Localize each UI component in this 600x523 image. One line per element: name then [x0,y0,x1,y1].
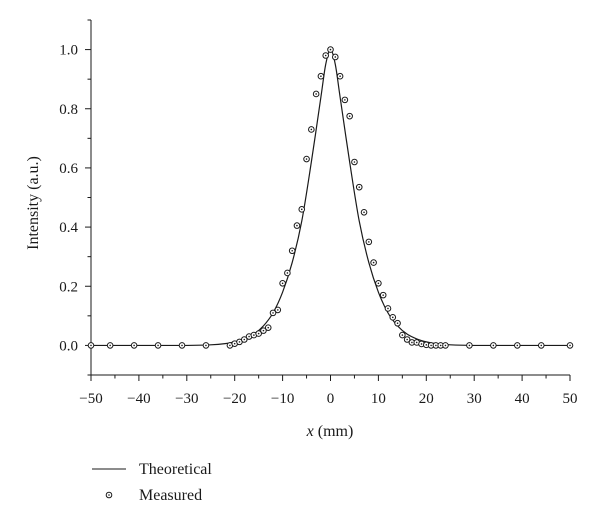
measured-point [566,342,574,349]
x-tick-label: 0 [327,391,335,407]
measured-point [355,183,363,191]
measured-point [375,279,382,287]
y-tick-label: 0.2 [59,279,78,295]
measured-point [284,269,291,277]
measured-point [537,342,545,349]
measured-point [351,158,358,166]
legend: Theoretical Measured [92,461,212,504]
x-tick-label: 20 [419,391,434,407]
x-axis-variable: x [306,423,314,440]
measured-point [370,259,377,266]
x-tick-label: −40 [127,391,150,407]
measured-point [255,330,262,337]
x-tick-label: −50 [79,391,102,407]
measured-point [346,112,353,120]
measured-point [389,314,397,321]
measured-point [490,342,497,349]
x-tick-label: −20 [223,391,246,407]
x-axis-label: x (mm) [306,423,354,440]
measured-point [269,309,277,317]
measured-point [442,342,449,349]
plot-area [87,46,574,349]
x-tick-label: 50 [563,391,578,407]
measured-point [336,72,344,80]
y-tick-label: 0.8 [59,102,78,118]
y-axis-ticks: 0.0 0.2 0.4 0.6 0.8 1.0 [59,19,91,376]
measured-point [178,342,186,349]
measured-point [303,155,310,163]
legend-label-theoretical: Theoretical [139,461,212,478]
legend-circle-swatch [105,491,113,499]
measured-point [293,222,301,229]
x-tick-label: −10 [271,391,294,407]
measured-point [312,90,320,98]
legend-circle-swatch-dot [108,494,110,496]
legend-label-measured: Measured [139,487,202,504]
measured-point [394,319,401,327]
measured-point [399,331,406,339]
measured-point [384,305,392,312]
y-tick-label: 0.0 [59,338,78,354]
measured-point [327,46,334,53]
y-tick-label: 0.4 [59,220,78,236]
measured-point [379,291,387,299]
measured-point [264,324,272,331]
measured-point [360,208,368,216]
x-tick-label: 10 [371,391,386,407]
measured-point [87,342,95,349]
y-tick-label: 0.6 [59,161,78,177]
measured-point [331,53,339,61]
x-axis-ticks: −50 −40 −30 −20 −10 0 10 20 30 40 50 [79,375,578,407]
measured-point [202,342,210,349]
y-tick-label: 1.0 [59,43,78,59]
measured-point [341,96,349,104]
measured-point [240,336,248,343]
measured-point [130,342,138,349]
x-tick-label: −30 [175,391,198,407]
y-axis-label: Intensity (a.u.) [25,156,42,250]
measured-point [317,72,325,80]
axes [90,20,570,376]
measured-point [308,126,315,133]
measured-point [322,52,330,59]
measured-point [466,342,473,349]
measured-point [403,336,411,343]
x-tick-label: 30 [467,391,482,407]
measured-point [298,206,306,213]
measured-point [106,342,114,349]
measured-point [260,327,267,334]
x-axis-unit: (mm) [318,423,354,440]
measured-point [274,306,282,314]
x-tick-label: 40 [515,391,530,407]
theoretical-series-line [90,48,570,347]
measured-point [514,342,521,349]
measured-point [288,247,296,255]
measured-point [365,238,373,246]
measured-point [279,279,286,287]
measured-point [154,342,162,349]
